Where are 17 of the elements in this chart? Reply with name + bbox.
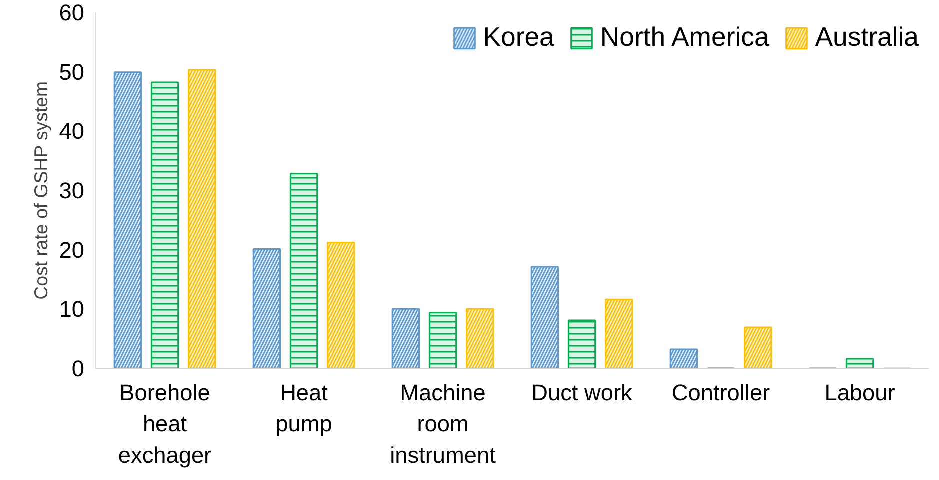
x-tick-label: Machine room instrument bbox=[390, 380, 497, 468]
y-tick-label: 10 bbox=[59, 296, 84, 322]
legend-label: Australia bbox=[815, 22, 919, 53]
legend-label: Korea bbox=[483, 22, 554, 53]
y-tick-label: 30 bbox=[59, 178, 84, 204]
y-tick-label: 40 bbox=[59, 118, 84, 144]
y-axis-title: Cost rate of GSHP system bbox=[30, 81, 52, 300]
x-tick-label: Borehole heat exchager bbox=[118, 380, 212, 468]
y-tick-label: 60 bbox=[59, 0, 84, 26]
x-tick-label: Labour bbox=[824, 380, 896, 406]
y-tick-label: 20 bbox=[59, 236, 84, 263]
x-tick-label: Duct work bbox=[532, 380, 634, 406]
x-tick-label: Heat pump bbox=[276, 380, 332, 437]
y-tick-label: 0 bbox=[72, 356, 85, 382]
y-tick-label: 50 bbox=[59, 58, 84, 85]
legend-label: North America bbox=[600, 22, 770, 53]
x-tick-label: Controller bbox=[672, 380, 771, 406]
